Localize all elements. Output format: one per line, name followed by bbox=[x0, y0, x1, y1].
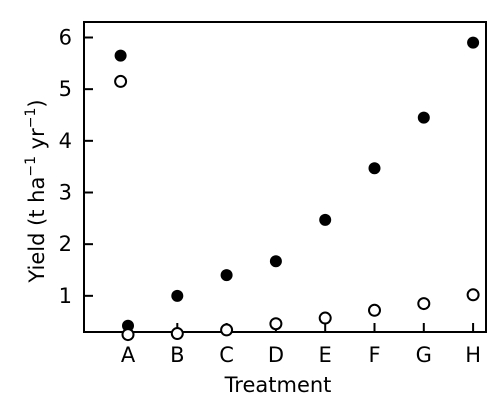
filled-data-point bbox=[269, 255, 282, 268]
x-tick-label: G bbox=[416, 343, 432, 367]
open-data-point bbox=[269, 317, 283, 331]
x-axis-ticks: A B C D E F G H bbox=[121, 323, 481, 367]
y-axis-ticks: 1 2 3 4 5 6 bbox=[59, 26, 93, 308]
plot-frame bbox=[83, 21, 487, 333]
open-data-point bbox=[368, 303, 381, 317]
open-data-point bbox=[417, 297, 431, 311]
x-axis-title: Treatment bbox=[224, 373, 332, 397]
y-tick-label: 2 bbox=[59, 232, 72, 256]
y-tick-label: 3 bbox=[59, 181, 72, 205]
x-tick-label: E bbox=[319, 343, 332, 367]
x-tick-label: B bbox=[170, 343, 184, 367]
open-data-point bbox=[170, 327, 184, 341]
open-data-point bbox=[121, 328, 135, 342]
x-tick-label: D bbox=[268, 343, 284, 367]
x-tick-label: C bbox=[219, 343, 234, 367]
y-axis-title: Yield (t ha−1 yr−1) bbox=[23, 99, 49, 283]
y-tick-label: 5 bbox=[59, 77, 72, 101]
open-data-point bbox=[114, 74, 128, 88]
filled-data-point bbox=[319, 213, 332, 226]
y-tick-label: 6 bbox=[59, 26, 72, 50]
open-data-point bbox=[466, 288, 480, 302]
x-tick-label: H bbox=[465, 343, 481, 367]
filled-data-point bbox=[467, 36, 480, 49]
filled-data-point bbox=[220, 269, 233, 282]
data-points bbox=[114, 36, 480, 342]
filled-data-point bbox=[114, 49, 127, 62]
filled-data-point bbox=[368, 162, 381, 175]
x-tick-label: F bbox=[368, 343, 380, 367]
filled-data-point bbox=[417, 111, 430, 124]
filled-data-point bbox=[171, 289, 184, 302]
y-tick-label: 1 bbox=[59, 284, 72, 308]
open-data-point bbox=[220, 323, 234, 337]
x-tick-label: A bbox=[121, 343, 136, 367]
filled-data-point bbox=[122, 319, 134, 332]
y-tick-label: 4 bbox=[59, 129, 72, 153]
open-data-point bbox=[318, 311, 332, 325]
